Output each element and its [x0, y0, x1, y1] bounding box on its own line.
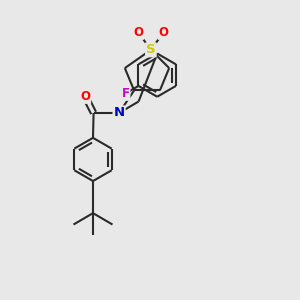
Text: O: O — [80, 90, 90, 103]
Text: F: F — [122, 87, 130, 100]
Text: N: N — [113, 106, 125, 119]
Text: S: S — [146, 43, 156, 56]
Text: O: O — [133, 26, 143, 39]
Text: O: O — [158, 26, 169, 39]
